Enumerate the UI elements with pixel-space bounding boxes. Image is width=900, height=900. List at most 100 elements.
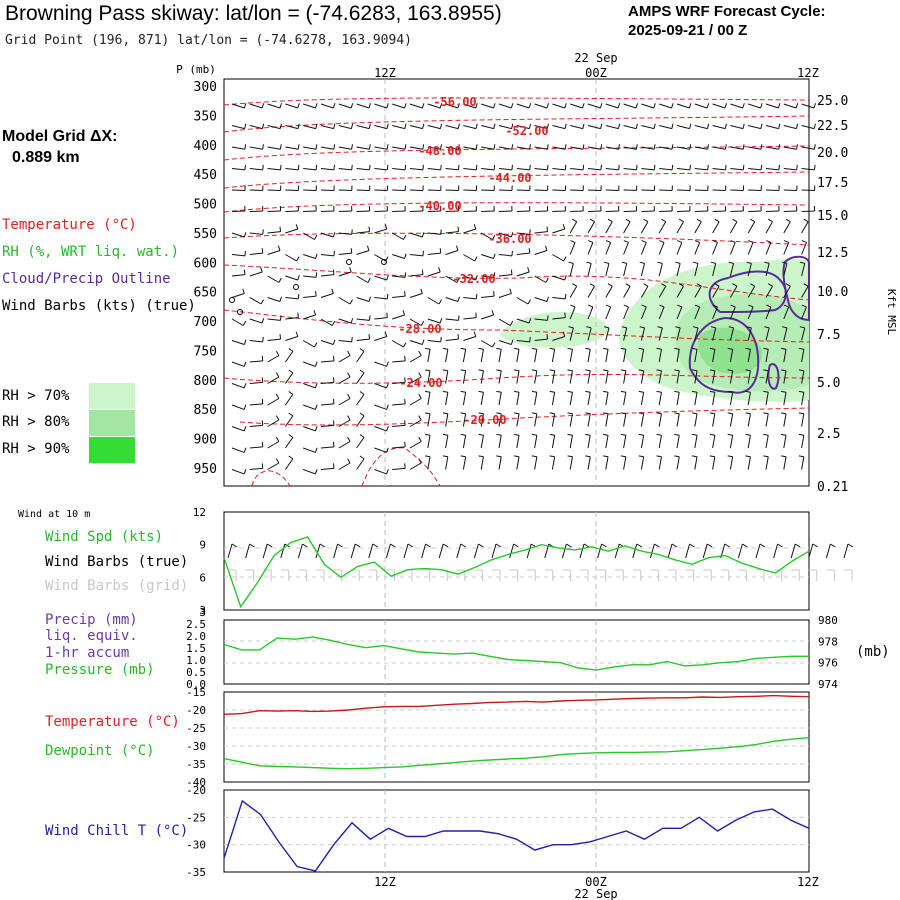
wind-barb-flag [442, 433, 448, 436]
wind-barb [730, 168, 744, 171]
wind-barb [748, 125, 761, 130]
rh90-swatch [89, 437, 135, 463]
wind-barb-flag [442, 369, 448, 372]
wind-barb-flag [351, 144, 353, 150]
wind-barb [303, 168, 317, 171]
temp-tick: -30 [186, 740, 206, 753]
wind-barb-flag [350, 318, 354, 324]
wind-barb-flag [331, 320, 336, 326]
wind-barb-flag [638, 390, 644, 393]
wind-barb [445, 370, 449, 384]
wind-barb-10m [825, 543, 831, 559]
wind-barb [338, 232, 352, 235]
wind-barb [712, 263, 717, 277]
legend-precip-liq: liq. equiv. [45, 628, 138, 644]
height-tick: 17.5 [817, 176, 848, 191]
wind-barb-flag [496, 390, 502, 393]
wind-barb-flag [620, 455, 626, 458]
wind-barb-flag [643, 283, 649, 287]
wind-barb [783, 125, 797, 130]
wind-barb [303, 275, 317, 278]
wind-barb [498, 293, 512, 298]
wind-barb [284, 415, 294, 427]
wind-barb [569, 221, 578, 234]
precip-tick: 0.5 [186, 666, 206, 679]
cloud-outline-1 [688, 316, 760, 394]
height-tick: 22.5 [817, 119, 848, 134]
wind-barb-flag [475, 293, 478, 299]
wind-barb-flag [709, 412, 715, 415]
wind-barb-flag [582, 103, 585, 109]
wind-barb-flag [564, 275, 567, 281]
wind-barb [570, 168, 584, 171]
wind-barb [783, 370, 787, 384]
wind-barb [320, 125, 334, 130]
wind-barb [534, 103, 548, 109]
legend-wind-barbs: Wind Barbs (kts) (true) [2, 298, 196, 314]
wind-barb [249, 340, 263, 343]
wind-barb [587, 370, 591, 384]
wind-barb-flag [347, 393, 351, 399]
wind-barb-flag [813, 144, 816, 150]
wind-barb [338, 271, 352, 277]
wind-barb-flag [314, 447, 318, 453]
wind-barb-flag [418, 372, 422, 378]
wind-barb-flag [531, 433, 537, 436]
wind-barb [409, 274, 423, 277]
pressure-unit: (mb) [856, 644, 890, 660]
wind-barb-flag [439, 318, 443, 324]
wind-barb [623, 221, 631, 234]
wind-barb [694, 456, 698, 470]
wind-barb-flag [746, 261, 752, 264]
wind-barb-flag [350, 103, 354, 109]
wind-barb [356, 458, 365, 470]
wind-barb-10m-flag [442, 543, 449, 548]
wind-barb-flag [674, 433, 680, 436]
wind-barb [285, 228, 298, 234]
wind-barb [320, 318, 333, 326]
wind-barb [267, 419, 280, 427]
wind-barb-flag [528, 318, 532, 324]
wind-barb-flag [585, 369, 591, 372]
wind-barb [676, 242, 683, 255]
wind-barb [374, 275, 387, 281]
wind-barb [765, 306, 772, 320]
wind-barb-flag [621, 326, 627, 329]
wind-barb-10m [702, 543, 708, 559]
precip-tick: 0.0 [186, 678, 206, 691]
temperature-contour [223, 309, 810, 343]
wind-barb-flag [493, 164, 496, 170]
wind-barb [338, 376, 351, 384]
wind-barb-flag [674, 455, 680, 458]
wind-barb-flag [457, 123, 460, 129]
wind-barb [676, 327, 681, 341]
wind-barb-flag [563, 256, 567, 262]
wind-barb-flag [656, 433, 662, 436]
wind-barb [249, 467, 263, 470]
wind-barb-flag [547, 315, 549, 321]
wind-barb [534, 146, 548, 150]
wind-barb [498, 435, 502, 449]
wind-barb [605, 221, 613, 234]
wind-barb-flag [620, 412, 626, 415]
wind-barb-flag [763, 433, 769, 436]
wind-barb-flag [422, 164, 424, 170]
wind-barb [747, 327, 752, 341]
wind-barb [445, 435, 449, 449]
pressure-tick: 980 [818, 614, 838, 627]
wind-barb-flag [766, 304, 772, 308]
wind-barb [783, 435, 787, 449]
wind-barb [392, 254, 405, 259]
wind-barb [551, 435, 556, 449]
wind-barb-flag [778, 164, 780, 170]
wind-barb-flag [314, 342, 318, 348]
pressure-tick: 978 [818, 635, 838, 648]
wind-barb-10m-flag [830, 543, 836, 548]
pressure-tick: 400 [194, 139, 217, 154]
wind-barb-flag [288, 369, 294, 374]
wind-barb [640, 349, 645, 363]
wind-barb-flag [692, 455, 698, 458]
wind-barb [427, 349, 431, 363]
wind-barb [676, 263, 681, 277]
wind-barb-flag [582, 144, 585, 150]
